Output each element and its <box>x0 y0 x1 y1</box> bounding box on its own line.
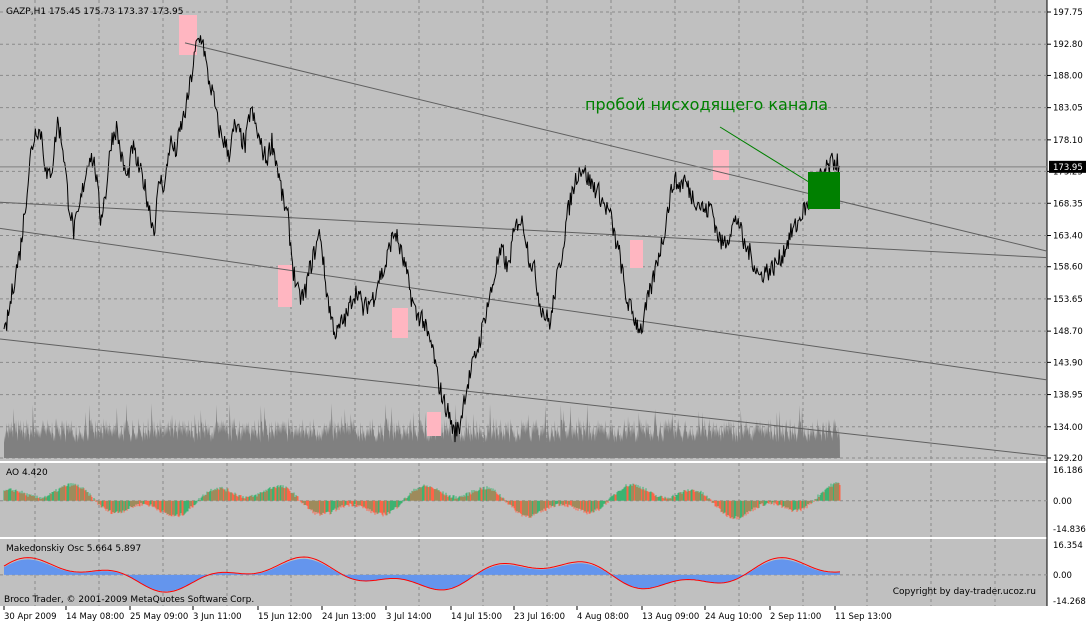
channel-line-upper <box>184 42 1048 252</box>
x-tick-label: 2 Sep 11:00 <box>770 612 821 622</box>
y-tick-label: 168.35 <box>1053 199 1083 209</box>
y-tick-label: 143.90 <box>1053 358 1083 368</box>
ao-tick-label: -14.836 <box>1053 525 1086 535</box>
y-tick-label: 192.80 <box>1053 40 1083 50</box>
footer-right: Copyright by day-trader.ucoz.ru <box>893 587 1036 597</box>
x-tick-label: 14 May 08:00 <box>66 612 124 622</box>
y-tick-label: 197.75 <box>1053 8 1083 18</box>
highlight-zone <box>278 265 292 307</box>
bottom-axis <box>0 606 1087 624</box>
footer-left: Broco Trader, © 2001-2009 MetaQuotes Sof… <box>4 595 254 605</box>
osc-tick-label: -14.268 <box>1053 597 1086 607</box>
volume-area <box>4 403 840 458</box>
y-tick-label: 158.60 <box>1053 263 1083 273</box>
highlight-zone <box>713 150 729 180</box>
annotation-pointer <box>719 126 826 193</box>
channel-lines <box>0 42 1048 457</box>
ao-tick-label: 0.00 <box>1053 497 1072 507</box>
x-tick-label: 13 Aug 09:00 <box>642 612 699 622</box>
y-tick-label: 134.00 <box>1053 423 1083 433</box>
channel-line <box>0 227 1048 381</box>
oscillator-area <box>3 556 841 593</box>
highlight-zone <box>179 15 197 55</box>
current-price-tag: 173.95 <box>1049 160 1086 173</box>
y-tick-label: 148.70 <box>1053 327 1083 337</box>
osc-fill <box>4 558 840 592</box>
y-tick-label: 188.00 <box>1053 71 1083 81</box>
x-tick-label: 11 Sep 13:00 <box>835 612 892 622</box>
current-price-label: 173.95 <box>1053 163 1083 173</box>
y-tick-label: 153.65 <box>1053 295 1083 305</box>
oscillator-title: Makedonskiy Osc 5.664 5.897 <box>6 544 141 554</box>
volume-bars <box>4 403 840 458</box>
y-tick-label: 138.95 <box>1053 391 1083 401</box>
symbol-label: GAZP,H1 175.45 175.73 173.37 173.95 <box>6 7 184 17</box>
breakout-box <box>808 172 840 209</box>
x-tick-label: 3 Jun 11:00 <box>193 612 242 622</box>
x-tick-label: 15 Jun 12:00 <box>258 612 312 622</box>
ao-tick-label: 16.186 <box>1053 466 1083 476</box>
osc-tick-label: 0.00 <box>1053 571 1072 581</box>
x-tick-label: 14 Jul 15:00 <box>451 612 502 622</box>
x-tick-label: 30 Apr 2009 <box>4 612 57 622</box>
current-price-bg <box>1049 160 1086 173</box>
x-tick-label: 25 May 09:00 <box>130 612 188 622</box>
right-axis <box>1047 0 1087 606</box>
y-tick-label: 183.05 <box>1053 104 1083 114</box>
highlight-zones <box>179 15 729 436</box>
y-tick-label: 178.10 <box>1053 136 1083 146</box>
highlight-zone <box>392 308 408 338</box>
x-axis-labels: 30 Apr 2009 14 May 08:00 25 May 09:00 3 Jun… <box>3 606 892 622</box>
y-tick-label: 129.20 <box>1053 454 1083 464</box>
x-tick-label: 24 Aug 10:00 <box>705 612 762 622</box>
highlight-zone <box>630 240 643 268</box>
ao-panel <box>0 463 1047 537</box>
y-tick-label: 163.40 <box>1053 231 1083 241</box>
x-tick-label: 3 Jul 14:00 <box>386 612 432 622</box>
price-line <box>3 35 841 443</box>
highlight-zone <box>427 412 441 436</box>
x-tick-label: 24 Jun 13:00 <box>322 612 376 622</box>
osc-signal-line <box>3 556 841 593</box>
ao-title: AO 4.420 <box>6 468 48 478</box>
x-tick-label: 4 Aug 08:00 <box>577 612 629 622</box>
breakout-annotation: пробой нисходящего канала <box>585 95 828 114</box>
x-tick-label: 23 Jul 16:00 <box>514 612 565 622</box>
osc-tick-label: 16.354 <box>1053 541 1083 551</box>
channel-line <box>0 338 1048 457</box>
ao-histogram <box>3 482 841 520</box>
price-path <box>3 35 841 443</box>
